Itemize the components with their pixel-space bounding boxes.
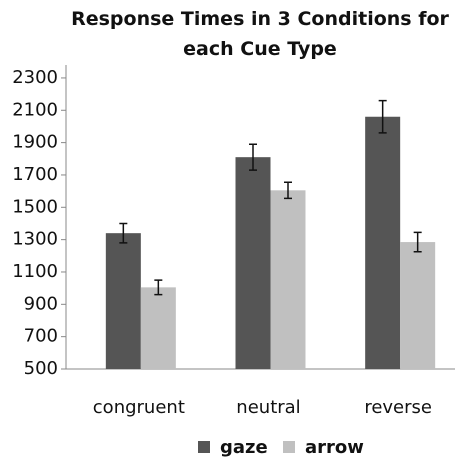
error-bar [249,143,257,171]
y-tick-label: 1700 [12,164,58,185]
bar [400,242,436,369]
y-tick-label: 500 [24,358,58,379]
x-tick-label: congruent [93,397,185,418]
error-bar [413,231,422,253]
y-tick-label: 2100 [12,99,58,120]
y-tick-label: 1900 [12,132,58,153]
legend-swatch [198,441,210,453]
error-bar [378,99,387,134]
legend-label: gaze [220,437,268,458]
bar [270,190,306,369]
error-bar [154,279,163,296]
chart-title: Response Times in 3 Conditions for each … [71,8,449,60]
y-tick-label: 2300 [12,67,58,88]
x-tick-label: reverse [364,397,432,418]
legend-label: arrow [305,437,364,458]
y-tick-label: 700 [24,326,58,347]
y-tick-label: 1500 [12,196,58,217]
y-tick-label: 1100 [12,261,58,282]
y-tick-label: 900 [24,293,58,314]
bar [235,157,271,369]
legend-swatch [283,441,295,453]
x-tick-label: neutral [236,397,300,418]
bar [365,116,401,369]
error-bar [119,222,128,244]
y-tick-label: 1300 [12,229,58,250]
error-bar [284,181,292,200]
bar [105,233,141,369]
bar [140,287,176,369]
